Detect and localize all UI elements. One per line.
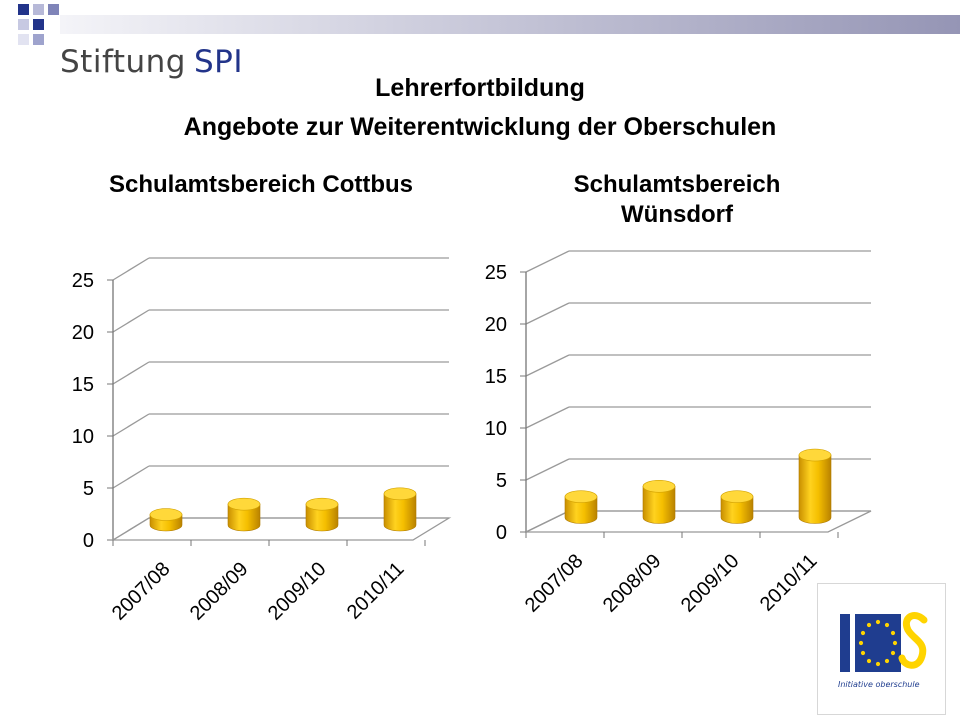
bar [798, 454, 832, 524]
gridline-side [112, 257, 150, 281]
y-tick-label: 25 [485, 262, 507, 284]
x-category-label: 2009/10 [677, 550, 744, 617]
y-tick-label: 0 [83, 530, 94, 552]
slide-title: Lehrerfortbildung [375, 74, 585, 102]
bar-top [227, 497, 261, 511]
slide-subtitle: Angebote zur Weiterentwicklung der Obers… [183, 113, 777, 141]
bar-top [383, 487, 417, 501]
chart-title-cottbus: Schulamtsbereich Cottbus [108, 171, 414, 198]
gridline-side [525, 354, 570, 377]
y-tick-label: 25 [72, 270, 94, 292]
bar-top [720, 490, 754, 504]
chart-title-wuensdorf: Schulamtsbereich Wünsdorf [573, 171, 781, 228]
y-tick-label: 15 [485, 366, 507, 388]
header-gradient-bar [60, 15, 960, 34]
x-category-label: 2008/09 [599, 550, 666, 617]
corner-squares-decoration [0, 0, 80, 60]
gridline-side [525, 458, 570, 481]
gridline-side [525, 302, 570, 325]
bar [227, 503, 261, 532]
bar-top [149, 508, 183, 521]
bar-top [642, 479, 676, 493]
bar [305, 503, 339, 532]
y-tick-label: 15 [72, 374, 94, 396]
ios-logo-icon: Initiative oberschule [838, 612, 928, 689]
chart-floor [525, 510, 872, 533]
x-category-label: 2010/11 [343, 558, 409, 624]
gridline-side [525, 250, 570, 273]
brand-logo: Stiftung SPI [60, 44, 243, 80]
y-tick-label: 10 [72, 426, 94, 448]
y-tick-label: 20 [72, 322, 94, 344]
bar-top [564, 490, 598, 504]
bar [720, 496, 754, 524]
gridline-side [112, 465, 150, 489]
gridline-side [112, 413, 150, 437]
bar [642, 486, 676, 524]
x-category-label: 2007/08 [521, 550, 588, 617]
y-tick-label: 0 [496, 522, 507, 544]
x-category-label: 2007/08 [108, 558, 175, 625]
gridline-side [112, 309, 150, 333]
bar-top [305, 497, 339, 511]
logo-caption: Initiative oberschule [838, 680, 920, 689]
brand-text: Stiftung [60, 44, 186, 80]
bar [383, 493, 417, 532]
gridline-side [525, 406, 570, 429]
y-tick-label: 20 [485, 314, 507, 336]
brand-spi-text: SPI [193, 44, 243, 80]
gridline-side [112, 361, 150, 385]
chart-floor [110, 517, 452, 541]
initiative-oberschule-logo: Initiative oberschule [817, 583, 946, 715]
y-tick-label: 5 [83, 478, 94, 500]
bar [564, 496, 598, 524]
x-category-label: 2010/11 [756, 550, 822, 616]
y-tick-label: 5 [496, 470, 507, 492]
x-category-label: 2008/09 [186, 558, 253, 625]
x-category-label: 2009/10 [264, 558, 331, 625]
y-tick-label: 10 [485, 418, 507, 440]
bar-top [798, 448, 832, 462]
